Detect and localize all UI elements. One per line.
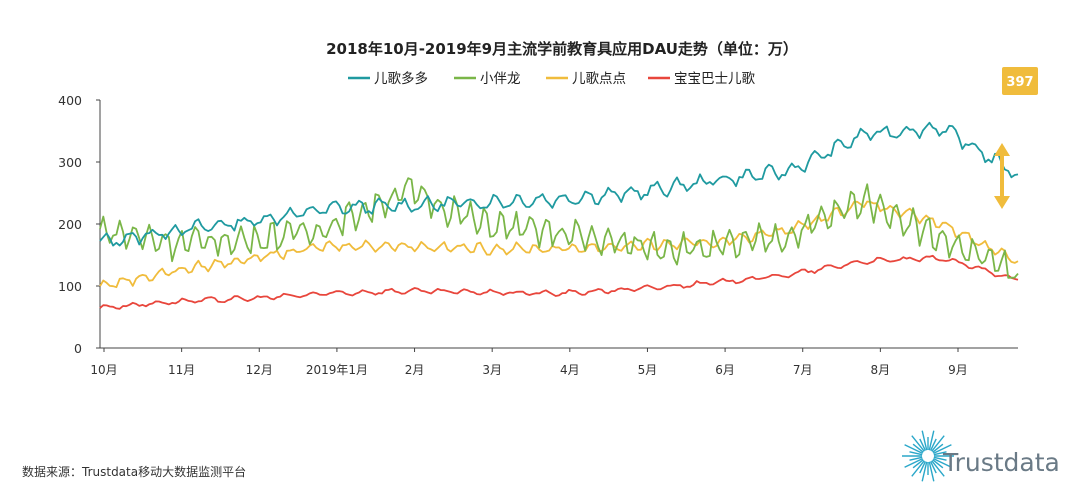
burst-ray	[933, 456, 947, 461]
burst-ray	[909, 451, 923, 456]
burst-ray	[904, 457, 923, 468]
x-tick-label: 12月	[246, 363, 273, 377]
burst-ray	[919, 461, 927, 474]
burst-ray	[933, 457, 952, 468]
legend: 儿歌多多 小伴龙 儿歌点点 宝宝巴士儿歌	[348, 70, 755, 87]
burst-ray	[921, 461, 928, 482]
burst-ray	[912, 459, 924, 469]
trustdata-burst-icon	[902, 430, 954, 482]
x-tick-label: 2019年1月	[306, 363, 368, 377]
burst-ray	[909, 456, 923, 461]
burst-ray	[912, 443, 924, 453]
callout-arrow-head-down	[994, 196, 1010, 209]
y-tick-label: 100	[58, 279, 82, 294]
burst-ray	[929, 461, 937, 474]
burst-ray	[929, 438, 937, 451]
y-axis: 0 100 200 300 400	[58, 93, 101, 356]
source-note: 数据来源：Trustdata移动大数据监测平台	[22, 464, 246, 479]
trustdata-logo: Trustdata	[902, 430, 1060, 482]
series-line	[99, 121, 1019, 247]
y-tick-label: 300	[58, 155, 82, 170]
x-tick-label: 6月	[715, 363, 735, 377]
x-tick-label: 2月	[405, 363, 425, 377]
x-tick-label: 7月	[793, 363, 813, 377]
burst-ray	[932, 443, 944, 453]
x-tick-label: 11月	[168, 363, 195, 377]
burst-ray	[932, 459, 944, 469]
legend-label: 儿歌点点	[572, 71, 626, 87]
callout-arrow-head-up	[994, 143, 1010, 156]
brand-name: Trustdata	[942, 448, 1060, 477]
series-line	[99, 200, 1019, 289]
burst-ray	[911, 435, 925, 452]
burst-ray	[904, 444, 923, 455]
burst-ray	[919, 438, 927, 451]
legend-label: 儿歌多多	[374, 70, 428, 87]
y-tick-label: 200	[58, 217, 82, 232]
burst-ray	[931, 435, 945, 452]
series-lines	[99, 121, 1019, 310]
x-tick-label: 9月	[948, 363, 968, 377]
x-tick-label: 5月	[638, 363, 658, 377]
callout-badge	[1002, 67, 1038, 95]
x-axis: 10月 11月 12月 2019年1月 2月 3月 4月 5月 6月 7月 8月 9月	[90, 347, 1018, 377]
x-tick-label: 8月	[871, 363, 891, 377]
series-line	[99, 254, 1019, 310]
legend-label: 小伴龙	[480, 71, 521, 87]
burst-ray	[928, 461, 935, 482]
series-line	[99, 177, 1019, 279]
y-tick-label: 0	[74, 341, 82, 356]
callout-label: 397	[1006, 75, 1033, 90]
legend-label: 宝宝巴士儿歌	[674, 71, 755, 87]
burst-ray	[928, 430, 935, 451]
x-tick-label: 3月	[482, 363, 502, 377]
callout: 397	[994, 67, 1038, 209]
burst-ray	[931, 460, 945, 477]
burst-ray	[921, 430, 928, 451]
burst-ray	[911, 460, 925, 477]
burst-ray	[933, 451, 947, 456]
burst-ray	[933, 444, 952, 455]
y-tick-label: 400	[58, 93, 82, 108]
x-tick-label: 4月	[560, 363, 580, 377]
x-tick-label: 10月	[90, 363, 117, 377]
chart-title: 2018年10月-2019年9月主流学前教育具应用DAU走势（单位：万）	[326, 40, 798, 58]
